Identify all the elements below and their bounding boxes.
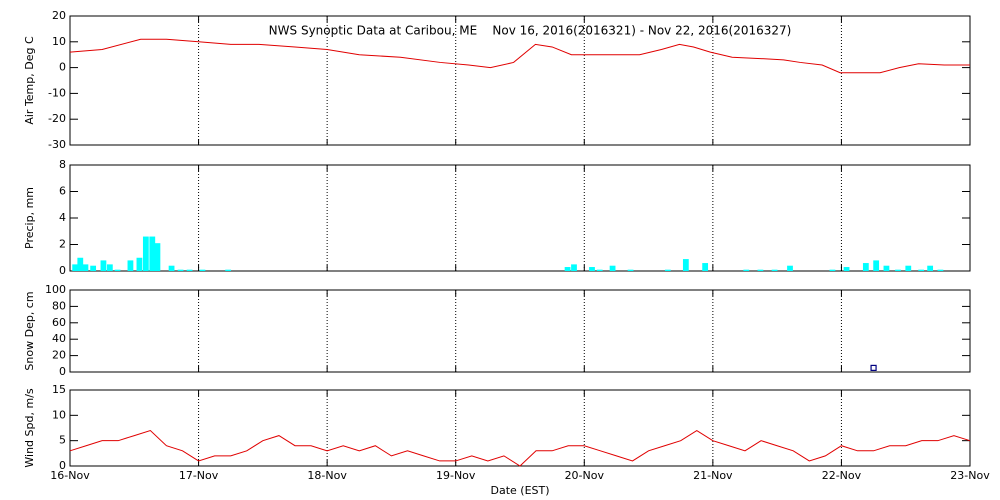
y-axis-label: Wind Spd, m/s <box>23 388 36 468</box>
y-tick-label: 100 <box>45 283 66 296</box>
y-tick-label: 2 <box>59 238 66 251</box>
bar <box>571 264 577 271</box>
y-tick-label: 15 <box>52 383 66 396</box>
y-tick-label: -10 <box>48 86 66 99</box>
bar <box>609 265 616 271</box>
bar <box>905 265 912 271</box>
x-tick-label: 22-Nov <box>822 469 862 482</box>
x-tick-label: 18-Nov <box>307 469 347 482</box>
bar <box>589 267 595 271</box>
plot-frame <box>69 15 971 146</box>
bar <box>927 265 934 271</box>
y-tick-label: 6 <box>59 185 66 198</box>
y-tick-label: 0 <box>59 61 66 74</box>
data-line <box>69 429 971 467</box>
bar <box>682 259 689 271</box>
y-tick-label: 4 <box>59 211 66 224</box>
x-tick-label: 23-Nov <box>950 469 990 482</box>
y-tick-label: 10 <box>52 35 66 48</box>
bar <box>873 260 880 271</box>
bar <box>106 264 113 271</box>
y-tick-label: -20 <box>48 112 66 125</box>
plot-frame <box>69 164 971 272</box>
bar <box>664 269 671 271</box>
bar <box>82 264 89 271</box>
y-tick-label: 60 <box>52 316 66 329</box>
y-tick-label: 40 <box>52 332 66 345</box>
plot-frame <box>69 389 971 467</box>
x-axis-label: Date (EST) <box>490 484 549 497</box>
bar <box>883 265 890 271</box>
bar <box>937 269 944 271</box>
y-tick-label: -30 <box>48 138 66 151</box>
bar <box>199 269 206 271</box>
bar <box>564 267 571 271</box>
y-axis-label: Air Temp, Deg C <box>23 36 36 125</box>
bar <box>843 267 850 271</box>
bar <box>154 243 161 271</box>
bar <box>186 269 193 271</box>
bar <box>596 269 603 271</box>
x-tick-label: 20-Nov <box>565 469 605 482</box>
bar <box>136 257 143 271</box>
chart-title: NWS Synoptic Data at Caribou, ME Nov 16,… <box>269 24 792 38</box>
plot-frame <box>69 289 971 373</box>
y-tick-label: 20 <box>52 349 66 362</box>
y-tick-label: 20 <box>52 9 66 22</box>
y-tick-label: 0 <box>59 365 66 378</box>
point <box>870 364 877 371</box>
bar <box>743 269 750 271</box>
bar <box>168 265 175 271</box>
bar <box>895 269 901 271</box>
bar <box>142 236 149 271</box>
y-tick-label: 0 <box>59 264 66 277</box>
bar <box>918 269 925 271</box>
y-tick-label: 80 <box>52 299 66 312</box>
bar <box>225 269 232 271</box>
y-axis-label: Snow Dep, cm <box>23 291 36 370</box>
y-tick-label: 10 <box>52 408 66 421</box>
y-axis-label: Precip, mm <box>23 187 36 249</box>
data-line <box>69 38 970 74</box>
bar <box>627 269 634 271</box>
x-tick-label: 19-Nov <box>436 469 476 482</box>
bar <box>127 260 134 271</box>
bar <box>77 257 84 271</box>
bar <box>90 265 97 271</box>
y-tick-label: 8 <box>59 158 66 171</box>
bar <box>114 269 121 271</box>
bar <box>177 269 184 271</box>
bar <box>771 269 778 271</box>
y-tick-label: 5 <box>59 434 66 447</box>
bar <box>149 236 156 271</box>
bar <box>100 260 107 271</box>
bar <box>757 269 764 271</box>
x-tick-label: 21-Nov <box>693 469 733 482</box>
x-tick-label: 17-Nov <box>179 469 219 482</box>
bar <box>72 264 79 271</box>
bar <box>787 265 793 271</box>
bar <box>702 263 709 271</box>
bar <box>829 269 836 271</box>
x-tick-label: 16-Nov <box>50 469 90 482</box>
bar <box>862 263 869 271</box>
y-tick-label: 0 <box>59 459 66 472</box>
